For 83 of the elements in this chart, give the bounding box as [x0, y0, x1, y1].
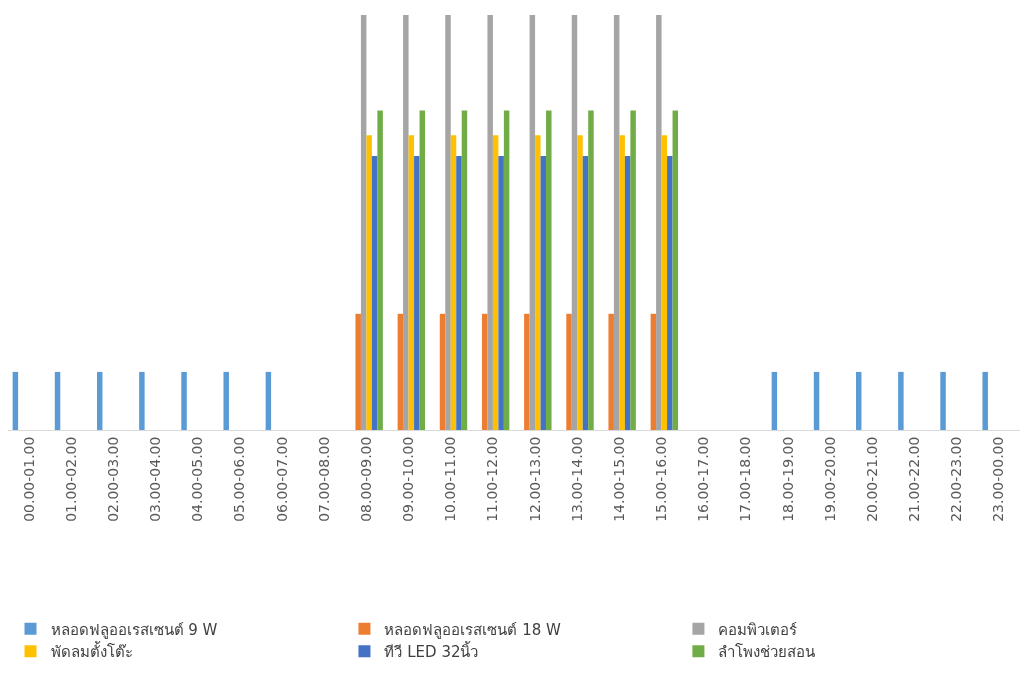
bar — [403, 15, 409, 430]
bar — [439, 313, 446, 430]
x-tick-label: 22.00-23.00 — [948, 436, 965, 522]
bar — [456, 156, 462, 430]
legend-label: ทีวี LED 32นิ้ว — [384, 641, 479, 662]
x-tick-label: 17.00-18.00 — [737, 436, 754, 522]
x-tick-label: 13.00-14.00 — [568, 436, 585, 522]
bar — [529, 15, 536, 430]
x-tick-label: 20.00-21.00 — [863, 436, 880, 522]
bar — [524, 313, 530, 430]
bar — [624, 156, 631, 430]
bar — [503, 110, 510, 430]
bar — [139, 371, 145, 430]
bar — [582, 156, 589, 430]
x-tick-label: 10.00-11.00 — [442, 436, 459, 522]
bar — [813, 371, 820, 430]
x-tick-label: 04.00-05.00 — [189, 436, 206, 522]
bar — [982, 371, 988, 430]
bar — [408, 135, 415, 430]
bar — [771, 371, 778, 430]
bar — [855, 371, 862, 430]
bar — [672, 110, 679, 430]
legend-label: พัดลมตั้งโต๊ะ — [50, 641, 133, 662]
x-tick-label: 08.00-09.00 — [357, 436, 374, 522]
bar — [360, 15, 367, 430]
bar — [577, 135, 583, 430]
x-tick-label: 05.00-06.00 — [231, 436, 248, 522]
x-tick-label: 00.00-01.00 — [20, 436, 37, 522]
bar — [535, 135, 541, 430]
x-tick-label: 15.00-16.00 — [653, 436, 670, 522]
bar — [898, 371, 904, 430]
bar — [546, 110, 552, 430]
x-tick-label: 11.00-12.00 — [484, 436, 501, 522]
bar — [492, 135, 499, 430]
bar — [619, 135, 625, 430]
bar — [667, 156, 673, 430]
bar — [96, 371, 103, 430]
bar — [487, 15, 493, 430]
bar — [414, 156, 420, 430]
bar — [12, 371, 19, 430]
bar — [371, 156, 378, 430]
x-tick-label: 09.00-10.00 — [400, 436, 417, 522]
bar — [630, 110, 636, 430]
legend-label: หลอดฟลูออเรสเซนต์ 18 W — [384, 620, 562, 639]
legend-label: คอมพิวเตอร์ — [718, 620, 798, 639]
legend-label: หลอดฟลูออเรสเซนต์ 9 W — [50, 620, 218, 639]
bar — [54, 371, 61, 430]
bar — [366, 135, 372, 430]
bar — [571, 15, 578, 430]
x-tick-label: 06.00-07.00 — [273, 436, 290, 522]
x-tick-label: 21.00-22.00 — [906, 436, 923, 522]
x-tick-label: 18.00-19.00 — [779, 436, 796, 522]
bar — [265, 371, 272, 430]
bar — [450, 135, 457, 430]
bar — [181, 371, 187, 430]
x-tick-label: 19.00-20.00 — [821, 436, 838, 522]
bar — [650, 313, 657, 430]
x-tick-label: 16.00-17.00 — [695, 436, 712, 522]
bar — [608, 313, 614, 430]
bar — [223, 371, 229, 430]
bar — [355, 313, 361, 430]
bar — [461, 110, 468, 430]
bar — [540, 156, 547, 430]
bar — [656, 15, 662, 430]
bar — [661, 135, 668, 430]
bar — [445, 15, 451, 430]
x-tick-label: 01.00-02.00 — [62, 436, 79, 522]
bar — [498, 156, 504, 430]
bar — [940, 371, 946, 430]
bar — [566, 313, 572, 430]
x-tick-label: 07.00-08.00 — [315, 436, 332, 522]
legend-label: ลำโพงช่วยสอน — [718, 643, 816, 662]
x-tick-label: 02.00-03.00 — [104, 436, 121, 522]
bar — [397, 313, 404, 430]
x-tick-label: 23.00-00.00 — [990, 436, 1007, 522]
bar — [377, 110, 383, 430]
x-tick-label: 03.00-04.00 — [147, 436, 164, 522]
x-tick-label: 14.00-15.00 — [610, 436, 627, 522]
bar — [613, 15, 620, 430]
bar — [481, 313, 488, 430]
bar — [588, 110, 594, 430]
bar — [419, 110, 426, 430]
x-tick-label: 12.00-13.00 — [526, 436, 543, 522]
